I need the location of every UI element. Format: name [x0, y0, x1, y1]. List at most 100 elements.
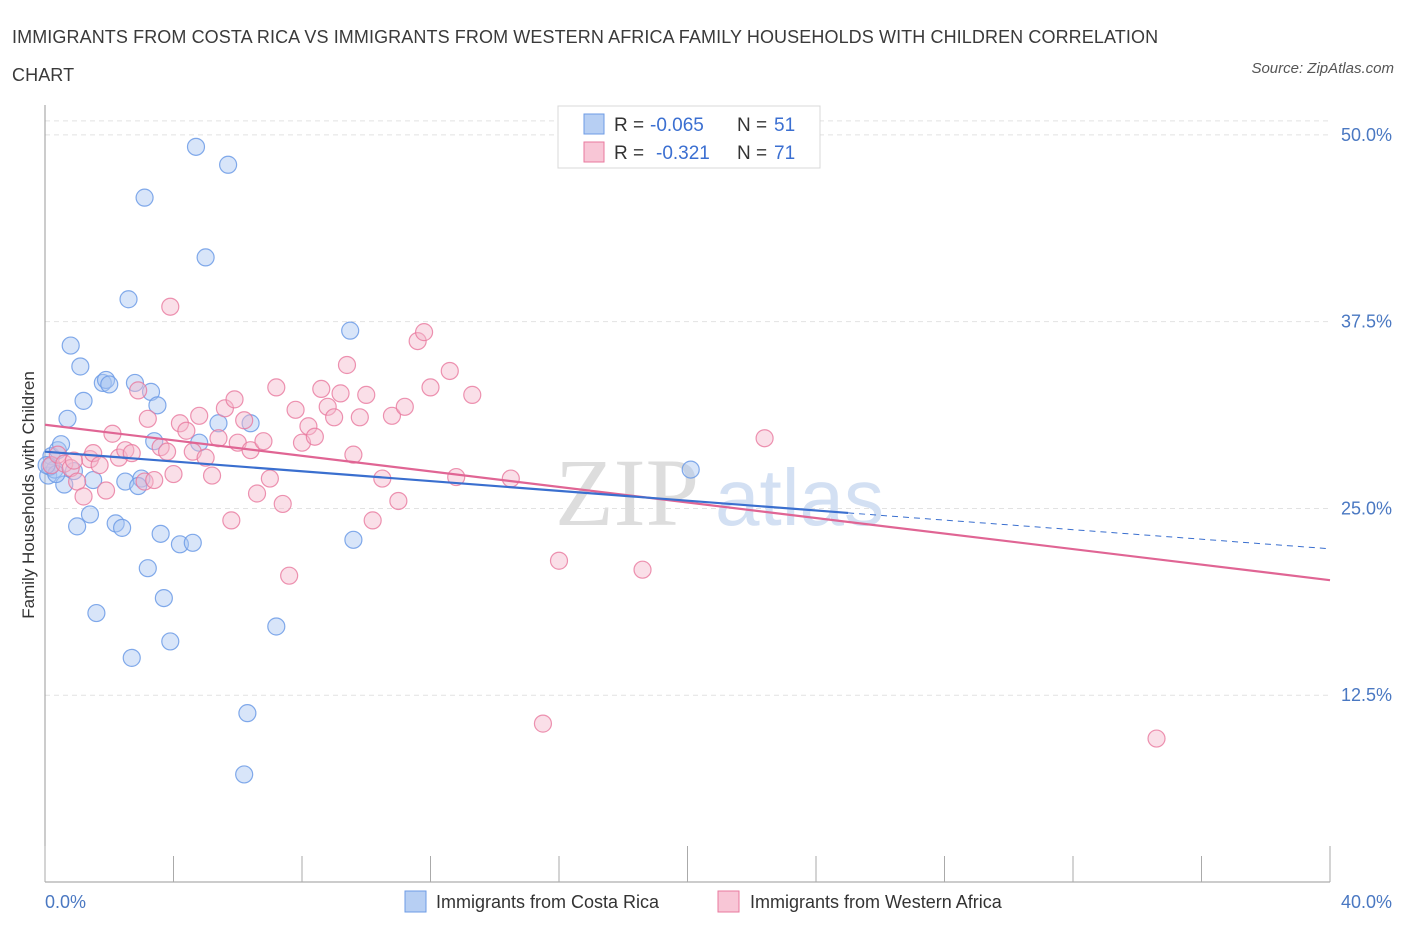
point-western-africa-22	[177, 421, 196, 440]
point-costa-rica-17	[112, 518, 132, 537]
point-western-africa-15	[135, 472, 154, 491]
series-costa-rica-points	[37, 137, 700, 784]
point-western-africa-45	[318, 397, 337, 416]
legend-n-label-2: N =	[737, 143, 767, 164]
point-costa-rica-50	[37, 456, 56, 475]
point-western-africa-50	[350, 408, 369, 427]
legend-box: R = -0.065 N = 51 R = -0.321 N = 71	[557, 105, 821, 169]
legend-r-label-1: R =	[614, 115, 644, 136]
point-western-africa-20	[164, 464, 183, 484]
point-western-africa-47	[331, 384, 350, 403]
point-western-africa-66	[633, 560, 652, 579]
bottom-legend: Immigrants from Costa Rica Immigrants fr…	[404, 890, 1003, 913]
point-western-africa-57	[408, 331, 427, 351]
point-western-africa-17	[145, 470, 164, 490]
bottom-legend-swatch-blue	[404, 890, 427, 913]
point-western-africa-16	[138, 409, 157, 428]
legend-r-value-1: -0.065	[650, 115, 704, 136]
point-western-africa-9	[96, 481, 116, 500]
x-tick-labels: 0.0% 40.0%	[45, 892, 1392, 912]
point-western-africa-46	[325, 408, 344, 427]
point-western-africa-63	[501, 469, 520, 488]
point-costa-rica-11	[80, 505, 100, 524]
watermark: ZIP atlas	[555, 439, 884, 546]
point-western-africa-65	[549, 551, 569, 570]
legend-swatch-blue	[583, 113, 605, 135]
y-axis-label: Family Households with Children	[19, 371, 38, 619]
point-western-africa-35	[254, 432, 273, 451]
point-western-africa-40	[286, 400, 305, 419]
point-costa-rica-42	[341, 321, 360, 340]
point-western-africa-42	[299, 417, 318, 436]
point-western-africa-61	[447, 467, 466, 487]
point-costa-rica-27	[148, 396, 167, 415]
point-western-africa-5	[74, 487, 93, 506]
trend-lines	[44, 423, 1331, 582]
point-costa-rica-20	[122, 648, 141, 667]
point-western-africa-43	[305, 427, 324, 446]
point-western-africa-58	[414, 323, 434, 342]
point-western-africa-55	[389, 491, 408, 511]
trend-line-costa-rica	[44, 450, 849, 515]
point-costa-rica-23	[135, 188, 154, 207]
legend-swatch-pink	[583, 141, 605, 163]
point-costa-rica-44	[681, 460, 700, 479]
trend-line-costa-rica-extension	[848, 512, 1331, 550]
point-western-africa-8	[90, 456, 109, 475]
legend-n-value-2: 71	[774, 143, 795, 164]
point-costa-rica-29	[154, 588, 173, 608]
chart-title: IMMIGRANTS FROM COSTA RICA VS IMMIGRANTS…	[12, 27, 1159, 85]
point-western-africa-37	[267, 378, 286, 397]
point-costa-rica-47	[64, 461, 84, 481]
point-costa-rica-33	[186, 137, 206, 156]
bottom-legend-label-2: Immigrants from Western Africa	[750, 892, 1003, 912]
point-western-africa-51	[357, 385, 376, 404]
point-western-africa-29	[222, 511, 241, 530]
y-tick-label-0: 12.5%	[1341, 685, 1392, 705]
y-tick-label-3: 50.0%	[1341, 125, 1392, 145]
point-costa-rica-32	[183, 533, 202, 552]
point-costa-rica-43	[344, 530, 363, 549]
source-note: Source: ZipAtlas.com	[1251, 60, 1394, 77]
point-western-africa-14	[129, 381, 148, 400]
point-western-africa-36	[260, 469, 279, 488]
point-costa-rica-7	[61, 336, 80, 355]
point-costa-rica-38	[235, 765, 254, 784]
y-tick-labels: 12.5% 25.0% 37.5% 50.0%	[1341, 125, 1392, 705]
point-western-africa-32	[235, 411, 254, 430]
point-costa-rica-28	[151, 524, 170, 543]
x-tick-label-1: 40.0%	[1341, 892, 1392, 912]
bottom-legend-swatch-pink	[717, 890, 740, 913]
point-western-africa-39	[280, 566, 299, 585]
point-costa-rica-24	[138, 559, 157, 578]
point-western-africa-26	[202, 466, 222, 485]
y-tick-label-1: 25.0%	[1341, 498, 1392, 518]
x-tick-label-0: 0.0%	[45, 892, 86, 912]
point-western-africa-52	[363, 511, 382, 530]
point-western-africa-59	[421, 378, 440, 397]
point-costa-rica-6	[58, 409, 77, 428]
legend-r-value-2: -0.321	[656, 143, 710, 164]
trend-line-western-africa	[44, 423, 1331, 582]
point-costa-rica-8	[68, 517, 87, 536]
point-costa-rica-12	[87, 603, 106, 623]
point-costa-rica-41	[267, 617, 286, 636]
point-western-africa-24	[190, 406, 209, 425]
point-costa-rica-13	[93, 373, 112, 393]
point-western-africa-19	[157, 442, 177, 461]
point-costa-rica-35	[196, 248, 215, 267]
point-western-africa-30	[225, 390, 244, 409]
point-western-africa-54	[382, 406, 402, 425]
point-western-africa-69	[161, 297, 180, 316]
point-western-africa-62	[463, 385, 482, 404]
point-costa-rica-30	[161, 632, 180, 651]
axes	[44, 105, 1331, 883]
point-western-africa-64	[533, 714, 553, 733]
point-western-africa-21	[170, 414, 190, 433]
point-western-africa-44	[312, 379, 331, 399]
point-western-africa-67	[755, 429, 774, 448]
watermark-atlas: atlas	[715, 453, 884, 542]
y-tick-label-2: 37.5%	[1341, 312, 1392, 332]
legend-r-label-2: R =	[614, 143, 644, 164]
point-costa-rica-15	[100, 375, 119, 394]
